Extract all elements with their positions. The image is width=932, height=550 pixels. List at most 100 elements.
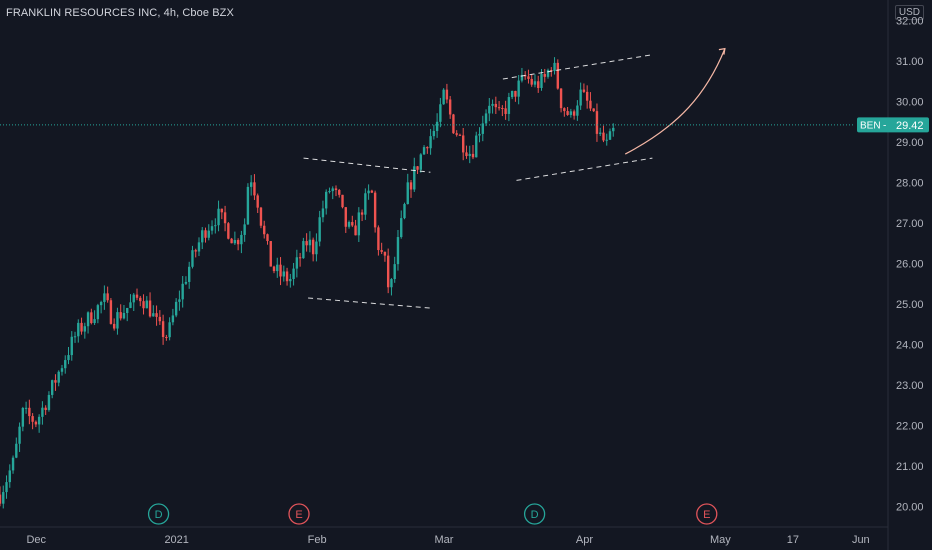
candle-body — [93, 319, 96, 324]
candle-body — [325, 191, 328, 209]
last-price-symbol: BEN — [860, 120, 881, 131]
marker-label: E — [703, 509, 710, 521]
candle-body — [15, 443, 18, 458]
candle-body — [83, 326, 87, 332]
candle-body — [475, 135, 478, 158]
candle-body — [334, 188, 338, 191]
candle-body — [64, 360, 67, 369]
candle-body — [455, 133, 458, 135]
candle-body — [416, 166, 419, 170]
candle-body — [34, 421, 38, 425]
y-tick-label: 21.00 — [896, 461, 924, 473]
candle-body — [161, 321, 165, 338]
candle-body — [220, 208, 224, 213]
candle-body — [148, 300, 152, 317]
candle-body — [90, 312, 93, 324]
candle-body — [5, 482, 8, 493]
candle-body — [471, 153, 475, 158]
candle-body — [129, 302, 132, 308]
candle-body — [86, 312, 90, 327]
dividend-marker — [523, 503, 546, 525]
candle-body — [347, 222, 351, 227]
candle-body — [432, 130, 436, 137]
candle-body — [520, 75, 524, 81]
y-tick-label: 24.00 — [896, 340, 924, 352]
candle-body — [377, 227, 380, 251]
candle-body — [292, 268, 295, 279]
candle-body — [481, 123, 484, 134]
candle-body — [207, 230, 210, 238]
candle-body — [546, 70, 550, 77]
candle-body — [171, 315, 175, 323]
candle-body — [400, 218, 403, 238]
candle-body — [73, 336, 77, 338]
candle-body — [243, 224, 246, 235]
candle-body — [380, 250, 383, 252]
x-tick-label: Mar — [435, 534, 454, 546]
candle-body — [263, 225, 266, 235]
candle-body — [488, 105, 491, 114]
candle-body — [599, 132, 602, 134]
candle-body — [367, 190, 370, 194]
candle-body — [67, 355, 70, 361]
candle-body — [439, 104, 442, 122]
candle-body — [132, 294, 135, 303]
candle-body — [527, 76, 530, 79]
candle-body — [289, 278, 292, 282]
channel-1-bottom-line — [308, 297, 431, 309]
candle-body — [328, 191, 331, 193]
marker-label: D — [531, 509, 539, 521]
candle-body — [344, 207, 347, 227]
earnings-marker — [696, 503, 718, 525]
candle-body — [484, 113, 488, 124]
candle-body — [2, 492, 5, 504]
candle-body — [285, 271, 289, 282]
time-axis[interactable]: Dec 2021 Feb Mar Apr May 17 Jun — [26, 534, 869, 546]
candle-body — [572, 111, 576, 116]
candle-body — [315, 241, 318, 255]
candle-body — [338, 190, 341, 195]
candle-body — [41, 407, 44, 417]
y-tick-label: 26.00 — [896, 259, 924, 271]
candle-body — [305, 241, 308, 246]
currency-badge[interactable]: USD — [894, 5, 924, 20]
candles — [0, 57, 615, 509]
candle-body — [181, 283, 184, 300]
channel-1-top-line — [303, 157, 431, 173]
candle-body — [435, 121, 439, 131]
candle-body — [168, 322, 171, 338]
candle-body — [445, 89, 449, 100]
candle-body — [158, 316, 162, 322]
candle-body — [236, 240, 240, 245]
candle-body — [589, 100, 592, 109]
channel-2-top-line — [502, 54, 653, 80]
candle-body — [119, 312, 122, 319]
candle-body — [37, 416, 41, 425]
candle-body — [318, 217, 321, 242]
candle-body — [24, 407, 28, 409]
projection-arrow-head — [718, 47, 726, 55]
candle-body — [413, 166, 416, 190]
y-tick-label: 25.00 — [896, 299, 924, 311]
candle-body — [99, 301, 103, 306]
candle-body — [331, 188, 334, 192]
price-axis[interactable]: 20.00 21.00 22.00 23.00 24.00 25.00 26.00 27.00… — [896, 15, 924, 513]
candle-body — [543, 74, 546, 77]
candle-body — [390, 279, 393, 288]
candle-body — [448, 99, 452, 115]
candle-body — [155, 313, 158, 317]
candle-body — [11, 457, 15, 471]
x-tick-label: Jun — [852, 534, 870, 546]
candle-body — [510, 90, 514, 98]
marker-label: E — [295, 509, 302, 521]
candle-body — [282, 271, 285, 277]
candle-body — [47, 394, 51, 410]
candle-body — [142, 301, 145, 309]
candle-body — [152, 313, 155, 317]
candle-body — [210, 226, 214, 231]
candle-body — [478, 133, 481, 136]
candle-body — [246, 186, 250, 225]
candle-body — [419, 154, 423, 170]
candle-body — [295, 257, 299, 269]
